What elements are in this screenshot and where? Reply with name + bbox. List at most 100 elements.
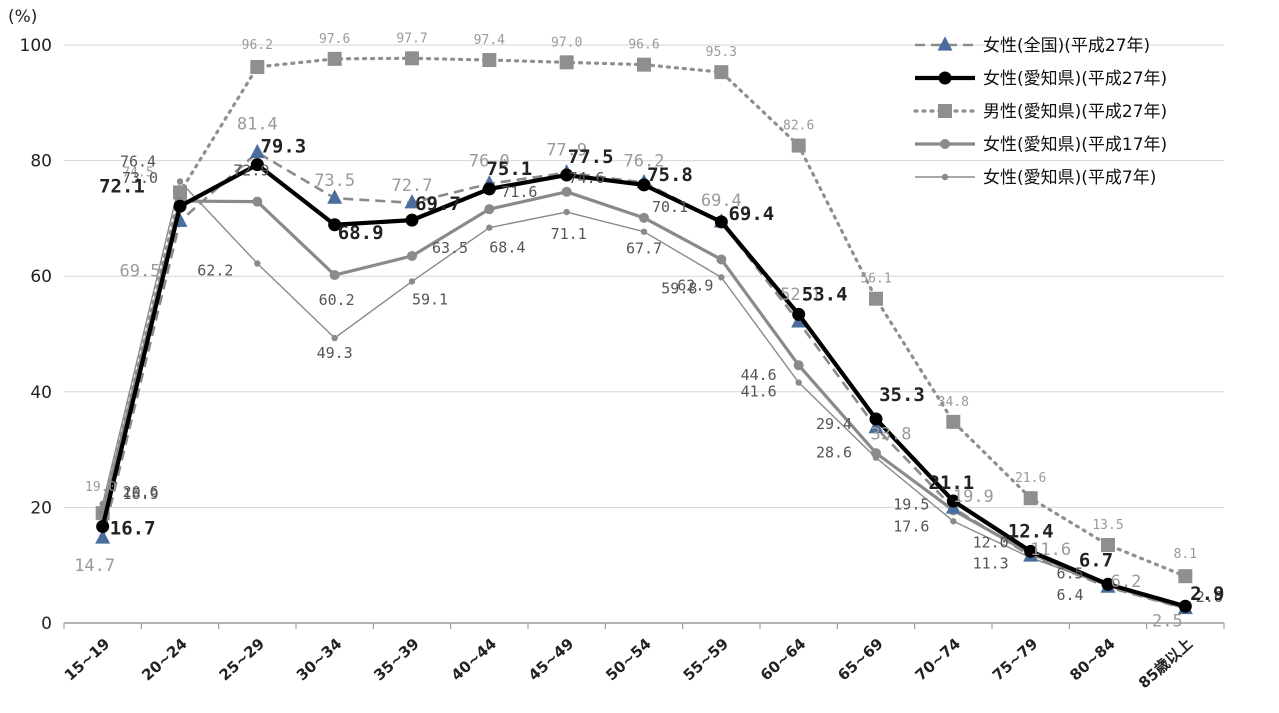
- data-point: [868, 419, 884, 434]
- y-tick-label: 40: [30, 383, 52, 403]
- data-point: [561, 186, 572, 197]
- data-label: 53.4: [802, 283, 848, 305]
- y-tick-label: 20: [30, 498, 52, 518]
- legend-entry: 女性(愛知県)(平成7年): [983, 168, 1156, 188]
- data-label: 13.5: [1092, 518, 1123, 533]
- data-point: [173, 199, 187, 213]
- data-label: 16.7: [110, 517, 156, 539]
- x-tick-label: 45~49: [525, 635, 577, 685]
- data-point: [637, 57, 651, 72]
- data-label: 96.6: [628, 38, 659, 53]
- data-point: [1178, 569, 1193, 584]
- legend-marker: [937, 36, 953, 51]
- data-point: [1178, 599, 1192, 613]
- x-tick-label: 55~59: [680, 635, 732, 685]
- data-label: 2.6: [1196, 588, 1223, 606]
- data-point: [869, 412, 883, 426]
- data-point: [637, 178, 651, 192]
- data-label: 41.6: [741, 383, 777, 401]
- data-label: 2.9: [1190, 583, 1224, 605]
- data-label: 74.5: [122, 165, 153, 180]
- data-point: [250, 158, 264, 172]
- data-point: [408, 278, 416, 285]
- data-label: 11.3: [973, 555, 1009, 573]
- data-label: 19.5: [893, 495, 929, 513]
- data-label: 68.9: [338, 222, 384, 244]
- series-line: [101, 180, 1109, 587]
- data-label: 81.4: [237, 115, 278, 135]
- data-label: 49.3: [317, 344, 353, 362]
- legend-entry: 男性(愛知県)(平成27年): [983, 102, 1167, 122]
- data-label: 19.0: [85, 480, 116, 495]
- data-point: [716, 254, 727, 265]
- data-label: 97.6: [319, 32, 350, 47]
- y-tick-label: 80: [30, 152, 52, 172]
- data-point: [946, 494, 960, 508]
- data-point: [1101, 577, 1115, 591]
- data-point: [946, 414, 961, 429]
- data-label: 72.7: [392, 176, 433, 196]
- data-point: [329, 270, 340, 281]
- data-label: 97.0: [551, 35, 582, 50]
- legend-marker: [938, 104, 952, 118]
- data-label: 34.8: [938, 395, 969, 410]
- data-point: [640, 228, 648, 235]
- data-label: 8.1: [1174, 547, 1197, 562]
- data-label: 17.6: [893, 517, 929, 535]
- data-point: [714, 65, 729, 80]
- data-label: 70.1: [652, 198, 688, 216]
- data-label: 71.1: [551, 225, 587, 243]
- data-label: 76.2: [624, 152, 665, 172]
- data-point: [176, 178, 184, 185]
- x-tick-label: 80~84: [1066, 635, 1118, 685]
- data-point: [96, 519, 110, 533]
- data-point: [482, 53, 497, 68]
- data-label: 21.6: [1015, 471, 1046, 486]
- data-point: [95, 529, 111, 544]
- legend-entry: 女性(愛知県)(平成27年): [983, 69, 1167, 89]
- data-label: 52.1: [780, 285, 821, 305]
- data-point: [795, 379, 802, 386]
- data-point: [327, 189, 343, 204]
- data-label: 76.0: [469, 152, 510, 172]
- data-label: 6.5: [1056, 564, 1083, 582]
- x-tick-label: 35~39: [370, 635, 422, 685]
- data-label: 33.8: [871, 425, 912, 445]
- x-tick-label: 15~19: [61, 635, 113, 685]
- data-label: 63.5: [432, 239, 468, 257]
- data-point: [792, 307, 806, 321]
- data-point: [791, 138, 806, 153]
- y-tick-label: 100: [20, 36, 52, 56]
- data-label: 35.3: [879, 384, 925, 406]
- y-axis-label: (%): [8, 7, 37, 27]
- data-label: 56.1: [860, 272, 891, 287]
- data-label: 11.6: [1030, 540, 1071, 560]
- data-label: 59.8: [661, 279, 697, 297]
- data-point: [486, 224, 493, 231]
- x-tick-label: 65~69: [834, 635, 886, 685]
- data-point: [718, 274, 725, 281]
- data-label: 72.1: [99, 175, 145, 197]
- data-label: 62.9: [677, 276, 713, 294]
- legend-marker: [938, 71, 952, 85]
- data-label: 69.4: [701, 191, 742, 211]
- data-label: 6.7: [1079, 549, 1113, 571]
- x-tick-label: 70~74: [912, 635, 964, 685]
- data-label: 28.6: [816, 444, 852, 462]
- data-label: 44.6: [741, 366, 777, 384]
- data-label: 77.5: [568, 146, 614, 168]
- data-label: 95.3: [706, 45, 737, 60]
- data-label: 69.7: [415, 193, 461, 215]
- x-tick-label: 20~24: [138, 635, 190, 685]
- data-label: 29.4: [816, 415, 852, 433]
- data-label: 97.4: [474, 33, 505, 48]
- data-point: [250, 59, 265, 74]
- data-point: [1023, 491, 1038, 506]
- data-label: 79.3: [260, 136, 306, 158]
- data-point: [405, 213, 419, 227]
- data-point: [482, 182, 496, 196]
- data-point: [714, 215, 728, 229]
- data-label: 60.2: [319, 291, 355, 309]
- data-point: [869, 291, 883, 306]
- legend: 女性(全国)(平成27年) 女性(愛知県)(平成27年) 男性(愛知県)(平成27年…: [913, 36, 1167, 188]
